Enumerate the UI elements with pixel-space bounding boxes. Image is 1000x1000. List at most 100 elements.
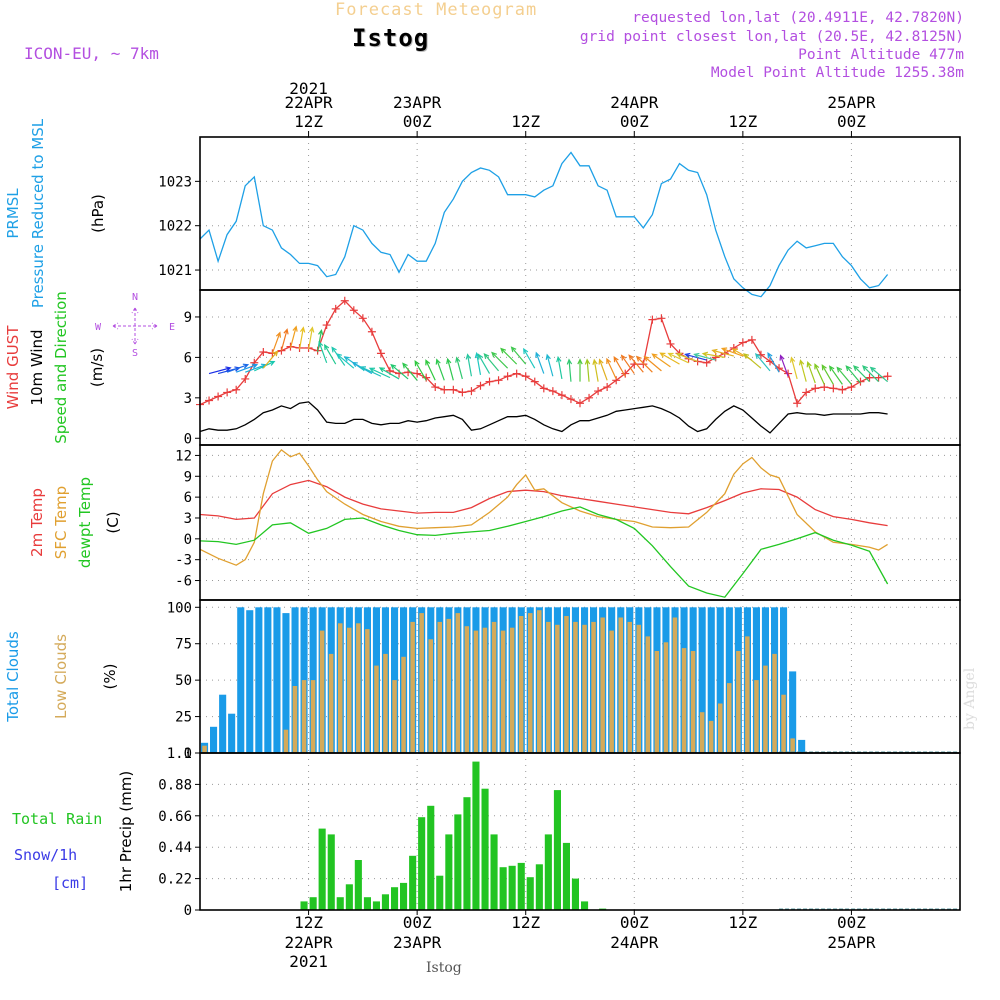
clouds-bar xyxy=(699,712,705,753)
gust-marker xyxy=(530,377,539,386)
precip-bar xyxy=(345,884,353,910)
clouds-bar xyxy=(645,636,651,753)
model-label: ICON-EU, ~ 7km xyxy=(24,44,159,63)
time-label-top: 24APR xyxy=(610,93,659,112)
gust-marker xyxy=(829,384,838,393)
time-label-top: 12Z xyxy=(511,112,540,131)
clouds-bar xyxy=(338,623,343,753)
precip-bar xyxy=(544,834,552,910)
wind-arrow xyxy=(701,351,725,358)
axis-label-pressure-1: Pressure Reduced to MSL xyxy=(29,118,47,308)
series-line xyxy=(199,449,888,566)
time-label-bottom: 24APR xyxy=(610,933,659,952)
precip-bar xyxy=(481,788,489,910)
wind-arrow xyxy=(635,355,653,373)
axis-label-wind-3: (m/s) xyxy=(88,348,106,387)
precip-side-label-1: Snow/1h xyxy=(14,846,77,864)
wind-arrow xyxy=(743,353,762,369)
wind-arrow xyxy=(556,355,563,380)
clouds-bar xyxy=(210,726,218,753)
wind-arrow xyxy=(390,363,409,380)
gust-marker xyxy=(883,372,892,381)
gust-marker xyxy=(322,321,331,330)
wind-arrow xyxy=(869,366,889,383)
wind-arrow xyxy=(667,352,689,364)
time-label-top: 25APR xyxy=(827,93,876,112)
time-label-bottom: 00Z xyxy=(403,913,432,932)
gust-marker xyxy=(223,388,232,397)
wind-arrow xyxy=(836,366,852,385)
y-tick-label: 9 xyxy=(184,469,192,485)
y-tick-label: 9 xyxy=(184,310,192,326)
precip-bar xyxy=(300,901,308,910)
y-tick-label: 0.22 xyxy=(158,872,192,888)
gust-marker xyxy=(811,384,820,393)
clouds-bar xyxy=(654,651,660,753)
gust-marker xyxy=(349,306,358,315)
gust-marker xyxy=(666,339,675,348)
gust-marker xyxy=(458,388,467,397)
gust-marker xyxy=(874,373,883,382)
clouds-bar xyxy=(772,653,777,753)
clouds-bar xyxy=(292,686,298,753)
precip-bar xyxy=(409,855,417,910)
wind-arrow xyxy=(584,358,591,382)
clouds-bar xyxy=(491,621,497,753)
gust-marker xyxy=(557,391,566,400)
precip-bar xyxy=(363,897,371,910)
clouds-bar xyxy=(736,651,741,753)
clouds-bar xyxy=(708,720,714,753)
y-tick-label: 50 xyxy=(175,673,192,689)
wind-arrow xyxy=(226,363,250,373)
wind-arrow xyxy=(359,366,382,377)
precip-bar xyxy=(571,878,579,910)
gust-marker xyxy=(648,315,657,324)
gust-marker xyxy=(793,399,802,408)
compass-cross xyxy=(112,307,158,345)
gust-marker xyxy=(485,377,494,386)
gust-marker xyxy=(358,314,367,323)
gust-marker xyxy=(214,392,223,401)
clouds-bar xyxy=(283,729,289,753)
clouds-bar xyxy=(609,630,614,753)
axis-label-clouds-0: Total Clouds xyxy=(4,631,22,723)
wind-arrow xyxy=(852,365,870,383)
precip-bar xyxy=(318,828,326,910)
clouds-bar xyxy=(780,607,788,753)
panel-frame-pressure xyxy=(199,136,961,291)
compass-s: S xyxy=(132,348,138,359)
clouds-bar xyxy=(228,713,236,753)
wind-arrow xyxy=(402,362,418,381)
time-label-bottom: 2021 xyxy=(289,952,328,971)
clouds-bar xyxy=(383,653,388,753)
y-tick-label: 0 xyxy=(184,746,192,762)
time-label-top: 2021 xyxy=(289,79,328,98)
y-tick-label: 3 xyxy=(184,391,192,407)
time-label-bottom: 12Z xyxy=(728,913,757,932)
clouds-bar xyxy=(690,651,696,753)
gust-marker xyxy=(657,314,666,323)
wind-arrow xyxy=(592,358,599,382)
time-label-top: 12Z xyxy=(728,112,757,131)
wind-arrow xyxy=(613,356,626,377)
gust-marker xyxy=(838,385,847,394)
wind-arrow xyxy=(446,357,454,381)
wind-arrow xyxy=(798,359,807,382)
gust-marker xyxy=(856,377,865,386)
clouds-bar xyxy=(518,616,524,753)
clouds-bar xyxy=(509,627,515,753)
precip-bar xyxy=(581,901,589,910)
clouds-bar xyxy=(663,642,669,753)
clouds-bar xyxy=(718,703,723,753)
y-tick-label: -3 xyxy=(175,553,192,569)
y-tick-label: 3 xyxy=(184,511,192,527)
precip-bar xyxy=(336,897,344,910)
precip-side-label-2: [cm] xyxy=(52,874,88,892)
panel-frame-temperature xyxy=(199,444,961,601)
clouds-bar xyxy=(464,626,470,753)
clouds-bar xyxy=(301,680,307,753)
gust-marker xyxy=(585,393,594,402)
wind-arrow xyxy=(378,367,400,380)
time-label-top: 00Z xyxy=(837,112,866,131)
clouds-bar xyxy=(255,607,263,753)
